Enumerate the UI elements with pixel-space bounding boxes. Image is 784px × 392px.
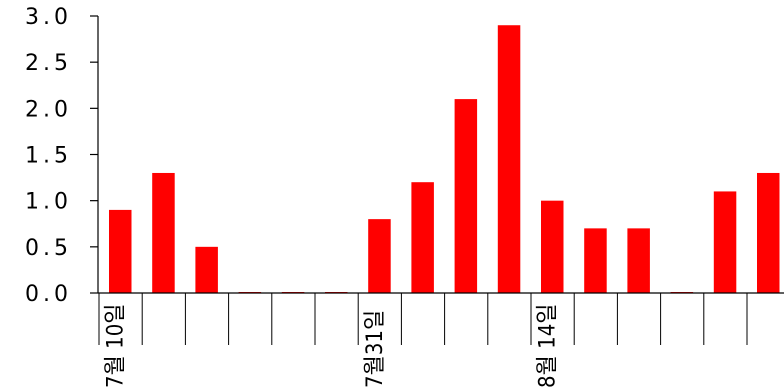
bar [584, 228, 607, 293]
x-category-label: 8월 14일 [536, 303, 561, 388]
x-category-label: 7월 10일 [104, 303, 129, 388]
bar [627, 228, 650, 293]
bar [411, 182, 434, 293]
bar [713, 191, 737, 293]
y-tick-label: 0.0 [25, 282, 72, 307]
bar [109, 209, 132, 293]
y-tick-label: 0.5 [25, 236, 72, 261]
bar [152, 172, 175, 293]
bar [368, 219, 391, 293]
x-category-label: 7월31일 [363, 310, 388, 388]
bar [195, 246, 218, 293]
y-tick-label: 3.0 [25, 5, 72, 30]
y-tick-label: 2.5 [25, 51, 72, 76]
bars-group [109, 25, 780, 293]
bar [497, 25, 521, 293]
bar [541, 200, 564, 293]
y-tick-label: 2.0 [25, 97, 72, 122]
y-tick-label: 1.5 [25, 144, 72, 169]
bar [454, 99, 478, 293]
bar [757, 172, 780, 293]
x-axis: 7월 10일 7월31일 8월 14일 [98, 292, 784, 388]
y-axis: 0.0 0.5 1.0 1.5 2.0 2.5 3.0 [25, 5, 99, 307]
y-tick-label: 1.0 [25, 190, 72, 215]
